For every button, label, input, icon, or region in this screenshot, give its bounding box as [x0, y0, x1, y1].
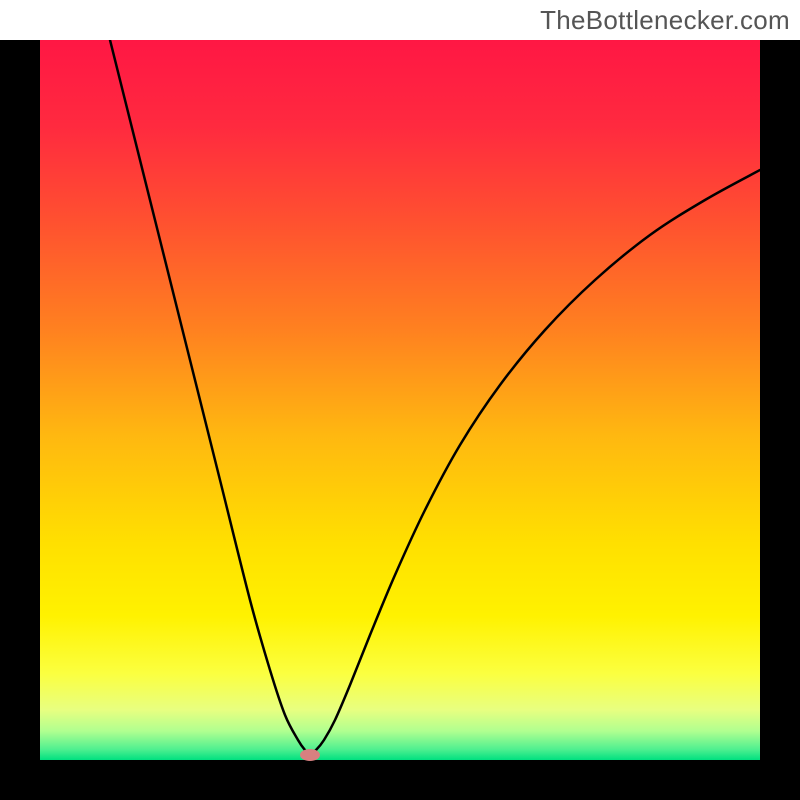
- bottleneck-curve: [40, 40, 760, 760]
- watermark-text: TheBottlenecker.com: [540, 5, 790, 36]
- plot-area: [40, 40, 760, 760]
- optimal-point-marker: [300, 749, 320, 761]
- chart-frame: [0, 40, 800, 800]
